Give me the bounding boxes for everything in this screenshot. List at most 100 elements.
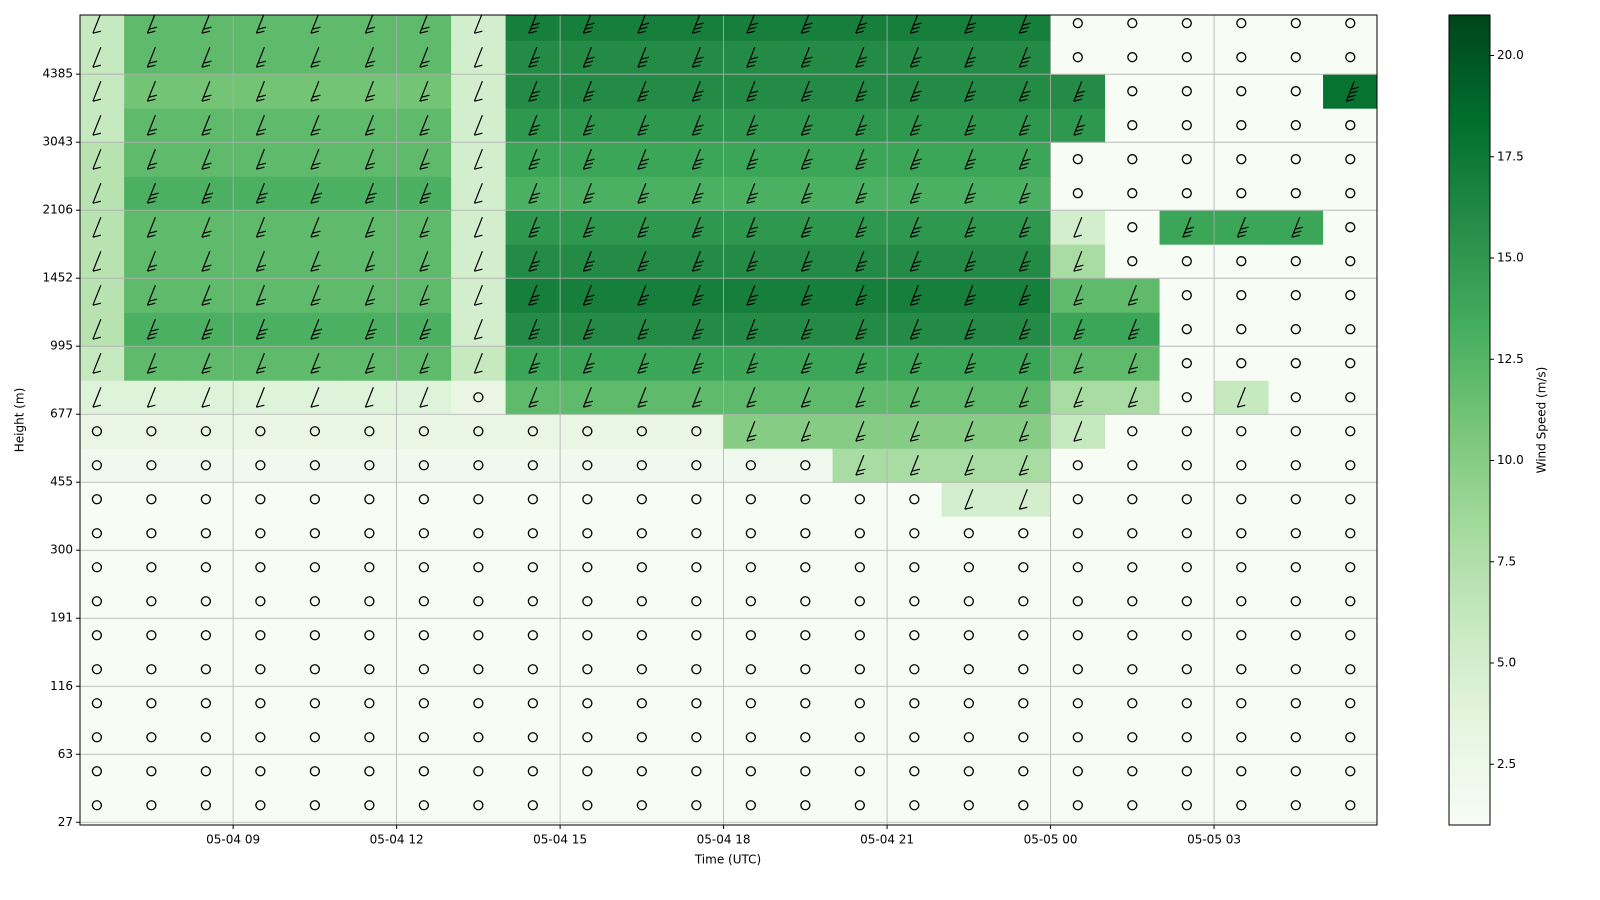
heat-cell bbox=[80, 482, 125, 517]
wind-barb bbox=[528, 216, 541, 238]
barb-line bbox=[800, 216, 813, 238]
calm-marker bbox=[854, 630, 865, 641]
heat-cell bbox=[1159, 618, 1215, 653]
calm-marker bbox=[1127, 18, 1138, 29]
wind-barb bbox=[637, 250, 650, 272]
calm-marker bbox=[1290, 698, 1301, 709]
wind-barb bbox=[1018, 284, 1031, 306]
heat-cell bbox=[505, 652, 561, 687]
heat-cell bbox=[1214, 244, 1270, 279]
calm-marker bbox=[800, 766, 811, 777]
heat-cell bbox=[80, 618, 125, 653]
calm-marker bbox=[691, 494, 702, 505]
heat-cell bbox=[778, 788, 834, 823]
heat-cell bbox=[124, 550, 180, 585]
wind-barb bbox=[364, 318, 377, 340]
calm-marker bbox=[91, 596, 103, 607]
calm-marker bbox=[1290, 630, 1301, 641]
calm-marker bbox=[418, 630, 430, 641]
heat-cell bbox=[178, 414, 234, 449]
colorbar-label: Wind Speed (m/s) bbox=[1535, 367, 1549, 474]
barb-line bbox=[1236, 216, 1249, 238]
heat-cell bbox=[1214, 720, 1270, 755]
barb-line bbox=[419, 318, 432, 340]
barb-line bbox=[92, 216, 102, 238]
heat-cell bbox=[832, 720, 888, 755]
calm-marker bbox=[1181, 290, 1192, 301]
calm-marker bbox=[1345, 188, 1356, 199]
calm-marker bbox=[200, 494, 212, 505]
wind-barb bbox=[364, 182, 377, 204]
heat-cell bbox=[614, 584, 670, 619]
calm-marker bbox=[1236, 732, 1247, 743]
x-tick-label: 05-04 21 bbox=[860, 833, 914, 847]
calm-marker bbox=[473, 630, 484, 641]
wind-barb bbox=[146, 114, 158, 136]
barb-line bbox=[691, 386, 703, 408]
calm-marker bbox=[1236, 426, 1247, 437]
wind-barb bbox=[473, 15, 483, 34]
heat-cell bbox=[778, 720, 834, 755]
heat-cell bbox=[614, 686, 670, 721]
calm-marker bbox=[1181, 630, 1192, 641]
calm-marker bbox=[854, 596, 865, 607]
heat-cell bbox=[124, 652, 180, 687]
heat-cell bbox=[1159, 482, 1215, 517]
calm-marker bbox=[1181, 426, 1192, 437]
calm-marker bbox=[1181, 732, 1192, 743]
calm-marker bbox=[527, 800, 539, 811]
calm-marker bbox=[1290, 596, 1301, 607]
heat-cell bbox=[832, 618, 888, 653]
calm-marker bbox=[854, 732, 865, 743]
calm-marker bbox=[800, 562, 811, 573]
heat-cell bbox=[1323, 312, 1377, 347]
calm-marker bbox=[473, 732, 484, 743]
wind-barb bbox=[419, 80, 430, 102]
calm-marker bbox=[527, 460, 539, 471]
heat-cell bbox=[560, 516, 616, 551]
wind-barb bbox=[855, 114, 868, 136]
barb-line bbox=[855, 216, 868, 238]
wind-barb bbox=[800, 182, 813, 204]
wind-barb bbox=[909, 216, 922, 238]
wind-barb bbox=[691, 216, 704, 238]
heat-cell bbox=[451, 754, 507, 789]
calm-marker bbox=[582, 732, 593, 743]
heat-cell bbox=[996, 584, 1052, 619]
barb-line bbox=[582, 80, 595, 102]
barb-line bbox=[1345, 80, 1360, 102]
calm-marker bbox=[582, 528, 593, 539]
wind-barb bbox=[964, 318, 977, 340]
calm-marker bbox=[691, 596, 702, 607]
calm-marker bbox=[473, 392, 484, 403]
heat-cell bbox=[941, 618, 997, 653]
wind-barb bbox=[528, 114, 541, 136]
calm-marker bbox=[963, 596, 974, 607]
heat-cell bbox=[1105, 74, 1161, 109]
calm-marker bbox=[1181, 494, 1192, 505]
calm-marker bbox=[1290, 52, 1301, 63]
heat-cell bbox=[1268, 142, 1324, 177]
heat-cell bbox=[832, 550, 888, 585]
calm-marker bbox=[1345, 698, 1356, 709]
wind-barb bbox=[800, 284, 813, 306]
barb-line bbox=[746, 182, 759, 204]
heat-cell bbox=[996, 720, 1052, 755]
barb-line bbox=[201, 148, 212, 170]
y-tick-label: 3043 bbox=[42, 135, 73, 149]
barb-line bbox=[92, 182, 102, 204]
wind-barb bbox=[637, 80, 650, 102]
calm-marker bbox=[527, 630, 539, 641]
heat-cell bbox=[451, 652, 507, 687]
barb-line bbox=[855, 148, 868, 170]
heat-cell bbox=[342, 482, 398, 517]
calm-marker bbox=[1072, 732, 1083, 743]
heat-cell bbox=[1105, 448, 1161, 483]
heat-cell bbox=[778, 652, 834, 687]
barb-line bbox=[964, 15, 977, 34]
barb-line bbox=[473, 318, 483, 340]
calm-marker bbox=[691, 426, 702, 437]
heat-cell bbox=[505, 788, 561, 823]
calm-marker bbox=[1181, 324, 1192, 335]
